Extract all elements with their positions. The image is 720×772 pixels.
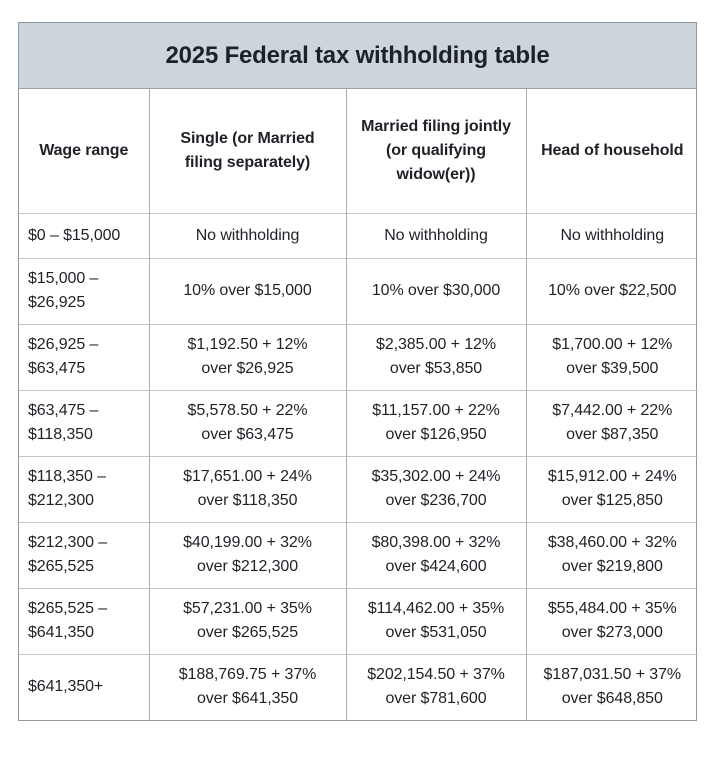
married-jointly-cell: $2,385.00 + 12% over $53,850 [345, 323, 526, 390]
col-header-single: Single (or Married filing separately) [148, 89, 346, 213]
married-jointly-cell: $35,302.00 + 24% over $236,700 [345, 455, 526, 522]
head-of-household-cell: $7,442.00 + 22% over $87,350 [525, 389, 698, 456]
wage-range-cell: $0 – $15,000 [19, 212, 149, 258]
married-jointly-cell: 10% over $30,000 [345, 257, 526, 324]
single-cell: $40,199.00 + 32% over $212,300 [148, 521, 346, 588]
head-of-household-cell: $38,460.00 + 32% over $219,800 [525, 521, 698, 588]
head-of-household-cell: 10% over $22,500 [525, 257, 698, 324]
wage-range-cell: $26,925 – $63,475 [19, 323, 149, 390]
table-row: $641,350+ $188,769.75 + 37% over $641,35… [19, 653, 698, 720]
married-jointly-cell: $114,462.00 + 35% over $531,050 [345, 587, 526, 654]
wage-range-cell: $63,475 – $118,350 [19, 389, 149, 456]
table-row: $212,300 – $265,525 $40,199.00 + 32% ove… [19, 521, 698, 588]
col-header-married-jointly: Married filing jointly (or qualifying wi… [345, 89, 526, 213]
head-of-household-cell: No withholding [525, 212, 698, 258]
table-row: $15,000 – $26,925 10% over $15,000 10% o… [19, 257, 698, 324]
wage-range-cell: $212,300 – $265,525 [19, 521, 149, 588]
married-jointly-cell: No withholding [345, 212, 526, 258]
single-cell: No withholding [148, 212, 346, 258]
tax-table-grid: Wage range Single (or Married filing sep… [19, 89, 698, 720]
married-jointly-cell: $80,398.00 + 32% over $424,600 [345, 521, 526, 588]
single-cell: $1,192.50 + 12% over $26,925 [148, 323, 346, 390]
table-row: $0 – $15,000 No withholding No withholdi… [19, 212, 698, 258]
table-row: $265,525 – $641,350 $57,231.00 + 35% ove… [19, 587, 698, 654]
single-cell: $17,651.00 + 24% over $118,350 [148, 455, 346, 522]
married-jointly-cell: $202,154.50 + 37% over $781,600 [345, 653, 526, 720]
col-header-head-of-household: Head of household [525, 89, 698, 213]
wage-range-cell: $641,350+ [19, 653, 149, 720]
wage-range-cell: $265,525 – $641,350 [19, 587, 149, 654]
wage-range-cell: $118,350 – $212,300 [19, 455, 149, 522]
married-jointly-cell: $11,157.00 + 22% over $126,950 [345, 389, 526, 456]
single-cell: $57,231.00 + 35% over $265,525 [148, 587, 346, 654]
table-row: $26,925 – $63,475 $1,192.50 + 12% over $… [19, 323, 698, 390]
head-of-household-cell: $1,700.00 + 12% over $39,500 [525, 323, 698, 390]
single-cell: 10% over $15,000 [148, 257, 346, 324]
wage-range-cell: $15,000 – $26,925 [19, 257, 149, 324]
head-of-household-cell: $187,031.50 + 37% over $648,850 [525, 653, 698, 720]
table-row: $63,475 – $118,350 $5,578.50 + 22% over … [19, 389, 698, 456]
header-row: Wage range Single (or Married filing sep… [19, 89, 698, 213]
col-header-wage-range: Wage range [39, 141, 129, 159]
head-of-household-cell: $55,484.00 + 35% over $273,000 [525, 587, 698, 654]
table-row: $118,350 – $212,300 $17,651.00 + 24% ove… [19, 455, 698, 522]
single-cell: $5,578.50 + 22% over $63,475 [148, 389, 346, 456]
head-of-household-cell: $15,912.00 + 24% over $125,850 [525, 455, 698, 522]
table-title: 2025 Federal tax withholding table [19, 23, 696, 89]
single-cell: $188,769.75 + 37% over $641,350 [148, 653, 346, 720]
tax-withholding-table: 2025 Federal tax withholding table Wage … [18, 22, 698, 721]
